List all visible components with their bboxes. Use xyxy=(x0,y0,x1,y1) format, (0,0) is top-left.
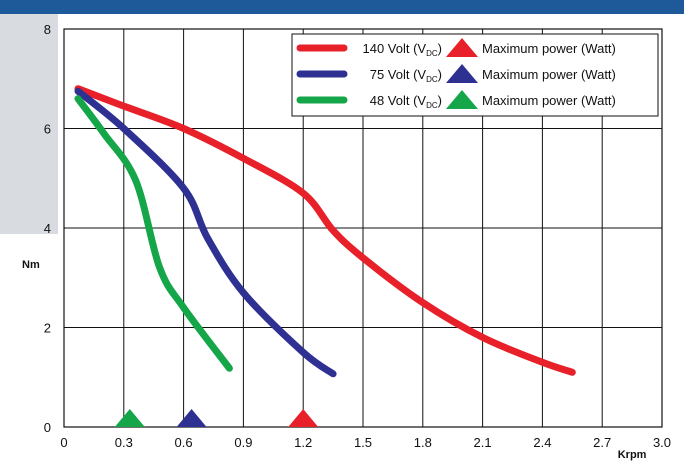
legend-series-name: 75 Volt (VDC) xyxy=(370,67,442,84)
legend-box xyxy=(291,33,659,117)
x-axis-label: Krpm xyxy=(618,449,647,461)
max-power-marker-2 xyxy=(114,409,145,427)
y-tick-label: 4 xyxy=(44,221,51,236)
max-power-marker-0 xyxy=(288,409,319,427)
x-tick-label: 0.9 xyxy=(234,435,252,450)
x-tick-label: 1.8 xyxy=(414,435,432,450)
y-tick-label: 6 xyxy=(44,122,51,137)
series-line-1 xyxy=(74,87,337,378)
x-tick-label: 0.3 xyxy=(115,435,133,450)
max-power-markers xyxy=(114,409,319,427)
legend-marker-label: Maximum power (Watt) xyxy=(482,67,616,82)
side-panel xyxy=(0,14,58,234)
legend: 140 Volt (VDC) Maximum power (Watt) 75 Vol… xyxy=(291,33,659,117)
series-line-2 xyxy=(74,95,233,372)
series-lines xyxy=(74,85,576,378)
x-tick-label: 2.7 xyxy=(593,435,611,450)
x-tick-label: 1.2 xyxy=(294,435,312,450)
legend-marker-swatch xyxy=(446,38,478,57)
y-tick-label: 0 xyxy=(44,420,51,435)
legend-marker-label: Maximum power (Watt) xyxy=(482,93,616,108)
legend-marker-swatch xyxy=(446,64,478,83)
y-tick-label: 8 xyxy=(44,22,51,37)
y-tick-label: 2 xyxy=(44,321,51,336)
x-tick-label: 0.6 xyxy=(175,435,193,450)
x-tick-label: 1.5 xyxy=(354,435,372,450)
legend-series-name: 48 Volt (VDC) xyxy=(370,93,442,110)
y-axis-label: Nm xyxy=(22,259,40,271)
series-line-0 xyxy=(74,85,576,376)
legend-marker-swatch xyxy=(446,90,478,109)
x-tick-label: 3.0 xyxy=(653,435,671,450)
header-band xyxy=(0,0,684,14)
legend-series-name: 140 Volt (VDC) xyxy=(362,41,442,58)
x-tick-label: 2.4 xyxy=(533,435,551,450)
x-tick-label: 2.1 xyxy=(474,435,492,450)
max-power-marker-1 xyxy=(176,409,207,427)
legend-marker-label: Maximum power (Watt) xyxy=(482,41,616,56)
x-tick-label: 0 xyxy=(60,435,67,450)
tick-labels: 0 0.3 0.6 0.9 1.2 1.5 1.8 2.1 2.4 2.7 3.0 0 2 4 6 8 xyxy=(44,22,671,450)
